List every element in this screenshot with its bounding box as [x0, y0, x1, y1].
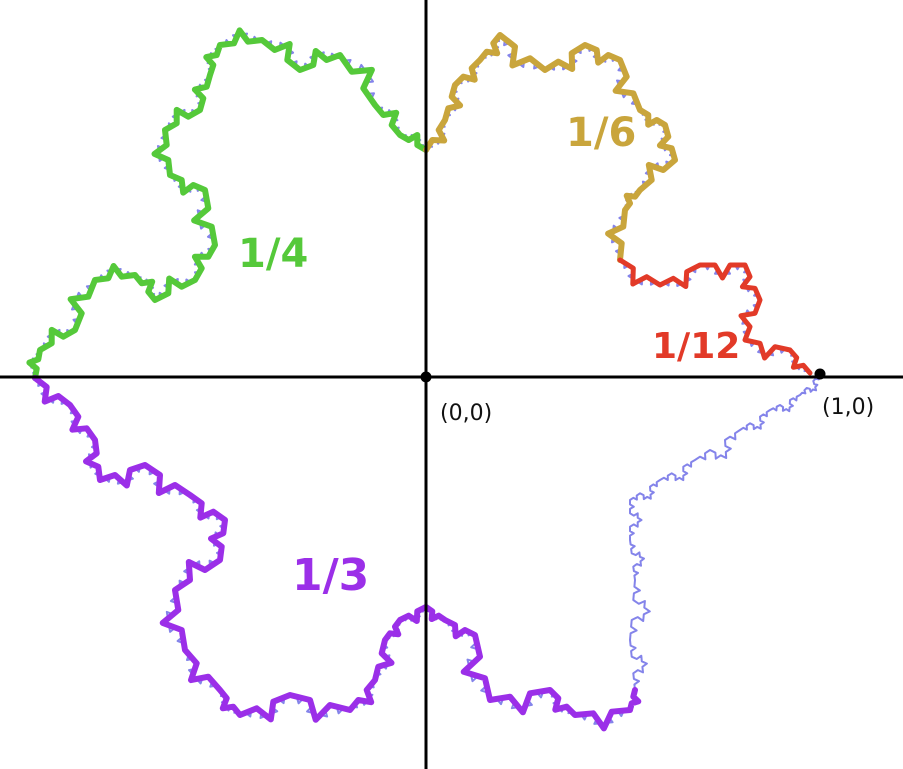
red-curve	[617, 257, 813, 376]
green-curve	[26, 27, 429, 381]
origin-point	[420, 371, 432, 383]
unit-label: (1,0)	[822, 395, 874, 420]
fraction-label-sixth: 1/6	[566, 110, 636, 156]
gold-curve	[423, 32, 678, 263]
fraction-label-twelfth: 1/12	[652, 326, 740, 367]
fraction-label-third: 1/3	[292, 550, 369, 601]
unit-point	[814, 368, 826, 380]
origin-label: (0,0)	[440, 401, 492, 426]
colored-segments	[26, 27, 813, 732]
fraction-label-quarter: 1/4	[238, 231, 308, 277]
purple-curve	[32, 375, 642, 732]
fractal-outline-part-4	[629, 373, 821, 691]
